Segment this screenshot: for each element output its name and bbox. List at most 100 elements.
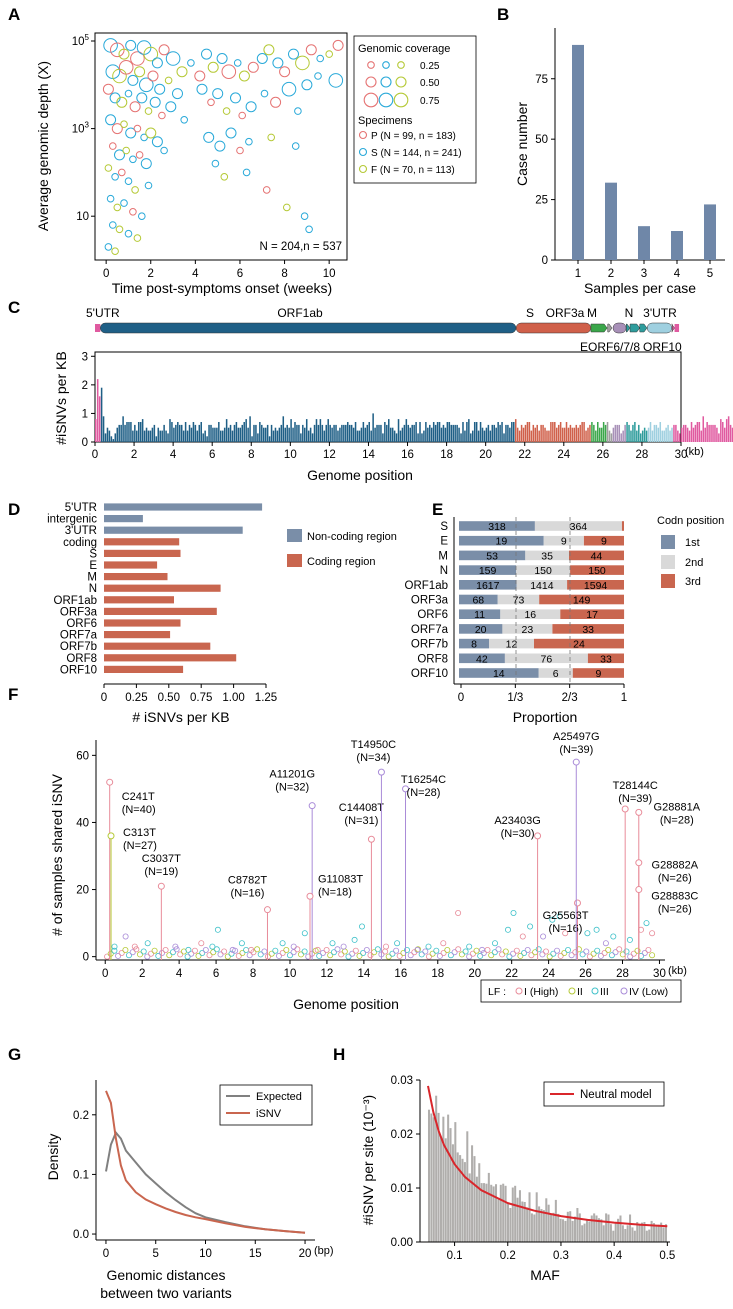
chart-c-bar — [597, 422, 599, 442]
chart-f-peak-count: (N=39) — [559, 744, 593, 756]
chart-c-bar — [696, 422, 699, 442]
chart-d: 5'UTRintergenic3'UTRcodingSEMNORF1abORF3… — [47, 502, 397, 725]
chart-f-peak-label: T14950C — [351, 739, 396, 751]
chart-c-x-tick-label: 28 — [636, 449, 649, 461]
chart-c-bar — [395, 433, 398, 442]
chart-c-bar — [573, 427, 576, 442]
chart-f-peak-point — [534, 832, 542, 840]
chart-f-base-point — [294, 946, 301, 953]
chart-f-base-point — [151, 947, 158, 954]
chart-d-bar — [104, 515, 143, 523]
chart-h-bar — [545, 1198, 548, 1242]
chart-h-bar — [650, 1220, 653, 1242]
chart-f-x-tick-label: 30 — [653, 968, 666, 980]
chart-c-bar — [708, 424, 710, 442]
chart-a-point — [102, 83, 114, 95]
chart-e-segment-3rd — [569, 550, 624, 561]
chart-c-bar — [448, 422, 451, 442]
chart-f-base-point — [510, 950, 517, 957]
chart-a-point — [135, 151, 144, 159]
chart-c-bar — [716, 427, 718, 442]
chart-f-base-point — [191, 947, 198, 954]
chart-e-label-3rd: 149 — [573, 595, 591, 607]
chart-c-x-tick-label: 20 — [479, 449, 492, 461]
chart-c-bar — [153, 424, 156, 442]
chart-f-base-point — [319, 950, 326, 957]
chart-f-point — [394, 940, 401, 947]
chart-h-bar — [581, 1225, 584, 1242]
chart-h-bar — [657, 1224, 660, 1242]
chart-f-base-point — [349, 950, 356, 957]
chart-h-bar — [619, 1215, 622, 1242]
chart-d-x-label: # iSNVs per KB — [132, 709, 229, 725]
chart-c-bar — [526, 422, 529, 442]
chart-b-y-tick-label: 0 — [542, 255, 548, 267]
chart-f-point — [510, 910, 517, 917]
legend-2nd-label: 2nd — [685, 557, 703, 569]
chart-g-y-tick-label: 0.2 — [73, 1110, 89, 1122]
chart-f-base-point — [480, 950, 487, 957]
chart-c-bar — [311, 433, 314, 442]
chart-f-peak-count: (N=26) — [658, 873, 692, 885]
chart-f-point — [414, 946, 421, 953]
chart-d-y-tick-label: M — [87, 572, 97, 584]
chart-h-bar — [655, 1226, 658, 1242]
chart-f-base-point — [356, 952, 363, 959]
chart-a-points — [102, 38, 344, 255]
chart-a-point — [172, 88, 183, 100]
chart-a-point — [129, 155, 137, 164]
chart-a-point — [129, 208, 137, 216]
chart-h-bar — [609, 1224, 612, 1242]
chart-a-point — [294, 107, 302, 115]
chart-c-bar — [128, 422, 130, 442]
chart-a-point — [196, 83, 208, 95]
chart-c-bar — [636, 430, 638, 442]
chart-a-point — [130, 51, 145, 66]
chart-f-peak-point — [402, 785, 410, 793]
chart-e-segment-2nd — [516, 580, 568, 590]
chart-c-bar — [341, 424, 343, 442]
chart-c-bar — [331, 427, 333, 442]
chart-f-point — [209, 943, 216, 950]
chart-f-point — [358, 923, 365, 930]
chart-d-x-tick-label: 1.00 — [222, 692, 244, 704]
chart-c-bar — [544, 427, 546, 442]
chart-c-bar — [329, 424, 331, 442]
chart-f-x-tick-label: 26 — [579, 968, 592, 980]
chart-d-y-tick-label: E — [89, 560, 97, 572]
chart-h-bar — [439, 1136, 442, 1242]
chart-f-base-point — [330, 949, 337, 956]
chart-c-bar — [714, 424, 716, 442]
chart-c-bar — [229, 424, 232, 442]
chart-e-segment-2nd — [489, 638, 534, 649]
chart-f-base-point — [264, 953, 271, 960]
chart-c-bar — [583, 422, 585, 442]
chart-h-bar — [427, 1109, 431, 1242]
chart-c-bar — [700, 430, 703, 442]
chart-c-bar — [290, 419, 292, 442]
chart-a-point — [305, 225, 313, 234]
chart-f-point — [382, 943, 389, 950]
chart-c-x-tick-label: 0 — [92, 449, 98, 461]
panel-label-b: B — [497, 5, 509, 24]
chart-e-label-1st: 8 — [471, 639, 477, 651]
chart-a-point — [106, 194, 115, 203]
chart-h-bar — [490, 1184, 493, 1242]
chart-e-x-tick-label: 1/3 — [507, 692, 523, 704]
chart-c-bar — [155, 436, 158, 442]
chart-c-x-tick-label: 22 — [518, 449, 531, 461]
chart-a-point — [136, 92, 148, 104]
chart-h-x-tick-label: 0.2 — [500, 1250, 516, 1262]
chart-d-y-tick-label: intergenic — [47, 514, 97, 526]
chart-c-x-tick-label: 16 — [401, 449, 414, 461]
chart-g-x-tick-label: 20 — [299, 1248, 312, 1260]
chart-f-peak-point — [107, 832, 115, 840]
chart-f-base-point — [316, 952, 323, 959]
chart-f-point — [290, 943, 297, 950]
chart-c-bar — [370, 430, 372, 442]
chart-c-bar — [376, 424, 378, 442]
chart-h-bar — [483, 1183, 486, 1242]
chart-c-x-tick-label: 6 — [209, 449, 215, 461]
chart-h-bar — [564, 1220, 567, 1242]
chart-c-bar — [706, 422, 708, 442]
